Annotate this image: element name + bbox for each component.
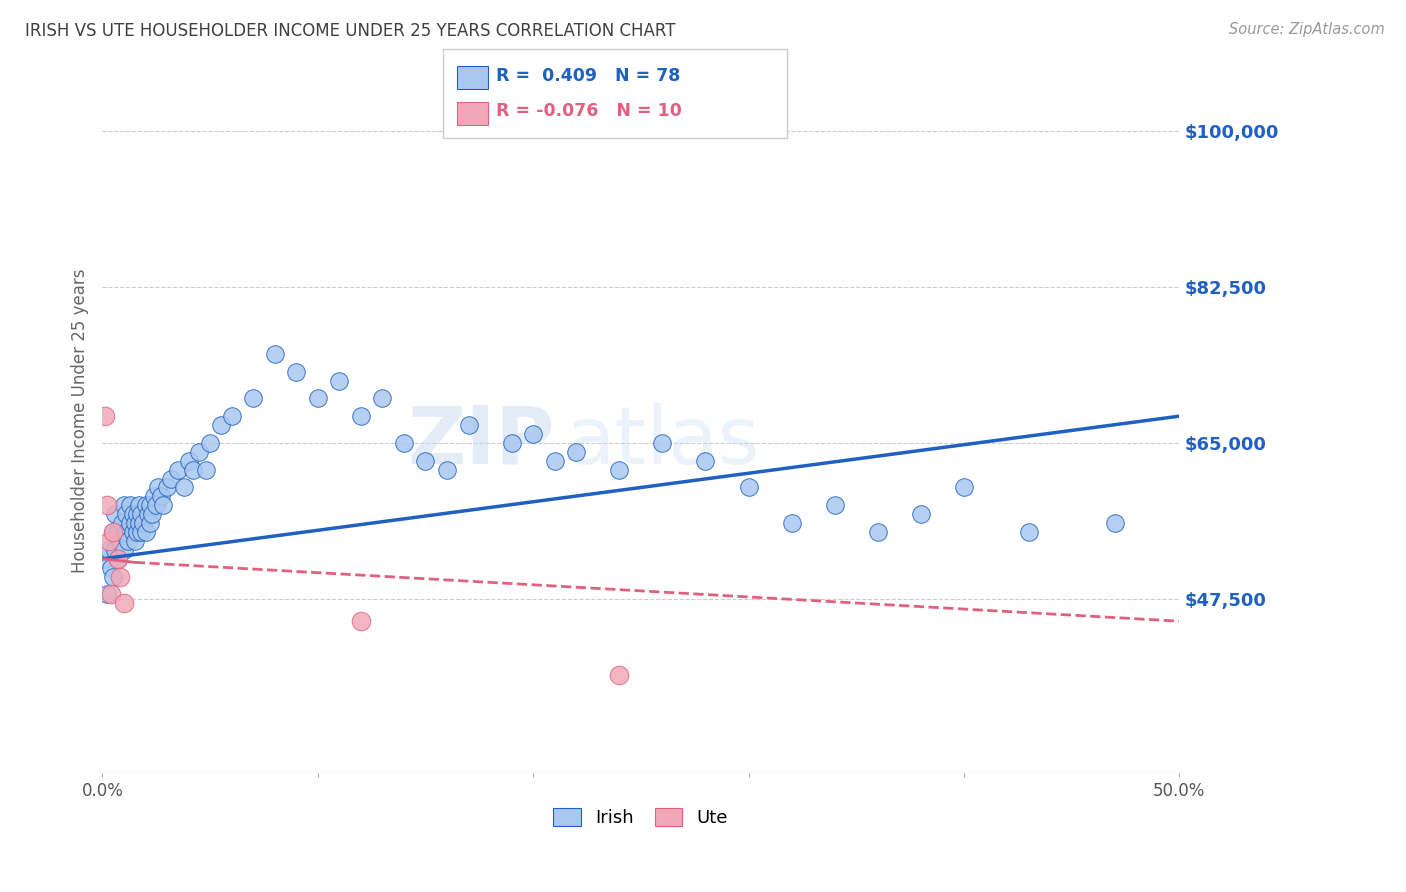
Point [112,542,135,557]
Point [134,498,156,512]
Point [97,533,120,548]
Point [93,551,115,566]
Point [139,516,162,530]
Point [111,516,134,530]
Point [100,560,122,574]
Point [522,427,544,442]
Legend: Irish, Ute: Irish, Ute [547,800,735,834]
Point [160,472,183,486]
Point [780,516,803,530]
Point [149,490,172,504]
Point [107,524,129,539]
Point [96,587,118,601]
Point [1018,524,1040,539]
Text: atlas: atlas [565,403,759,481]
Point [209,418,232,433]
Point [177,454,200,468]
Point [107,551,129,566]
Text: R =  0.409   N = 78: R = 0.409 N = 78 [496,67,681,85]
Point [103,569,125,583]
Point [152,498,174,512]
Point [103,524,125,539]
Point [108,569,131,583]
Point [607,463,630,477]
Point [156,481,179,495]
Point [544,454,567,468]
Point [866,524,889,539]
Text: ZIP: ZIP [408,403,555,481]
Point [188,445,211,459]
Point [953,481,976,495]
Point [104,507,127,521]
Point [436,463,458,477]
Point [132,516,155,530]
Point [115,524,138,539]
Point [501,436,523,450]
Point [129,524,152,539]
Text: IRISH VS UTE HOUSEHOLDER INCOME UNDER 25 YEARS CORRELATION CHART: IRISH VS UTE HOUSEHOLDER INCOME UNDER 25… [25,22,676,40]
Point [737,481,759,495]
Point [141,507,163,521]
Point [124,533,146,548]
Point [824,498,846,512]
Point [117,533,139,548]
Point [457,418,479,433]
Point [166,463,188,477]
Point [107,551,129,566]
Point [128,498,150,512]
Point [129,507,152,521]
Point [96,498,118,512]
Point [565,445,588,459]
Point [97,542,120,557]
Point [307,392,329,406]
Y-axis label: Householder Income Under 25 years: Householder Income Under 25 years [72,268,89,573]
Point [139,498,162,512]
Point [134,524,156,539]
Point [350,409,373,424]
Point [194,463,217,477]
Point [910,507,932,521]
Point [350,614,373,628]
Point [115,507,138,521]
Point [285,365,308,379]
Point [108,533,131,548]
Point [1104,516,1126,530]
Point [120,498,142,512]
Point [112,498,135,512]
Point [651,436,673,450]
Point [136,507,159,521]
Point [143,490,166,504]
Point [120,516,142,530]
Point [93,409,115,424]
Point [221,409,243,424]
Point [371,392,394,406]
Point [607,667,630,681]
Point [198,436,221,450]
Point [103,524,125,539]
Point [328,374,350,388]
Point [145,498,167,512]
Point [415,454,437,468]
Point [112,596,135,610]
Point [392,436,415,450]
Point [695,454,717,468]
Point [173,481,195,495]
Point [124,516,146,530]
Point [100,587,122,601]
Point [121,524,143,539]
Point [242,392,264,406]
Text: Source: ZipAtlas.com: Source: ZipAtlas.com [1229,22,1385,37]
Point [148,481,170,495]
Text: R = -0.076   N = 10: R = -0.076 N = 10 [496,103,682,120]
Point [181,463,204,477]
Point [128,516,150,530]
Point [121,507,143,521]
Point [104,542,127,557]
Point [125,524,148,539]
Point [263,347,285,361]
Point [125,507,148,521]
